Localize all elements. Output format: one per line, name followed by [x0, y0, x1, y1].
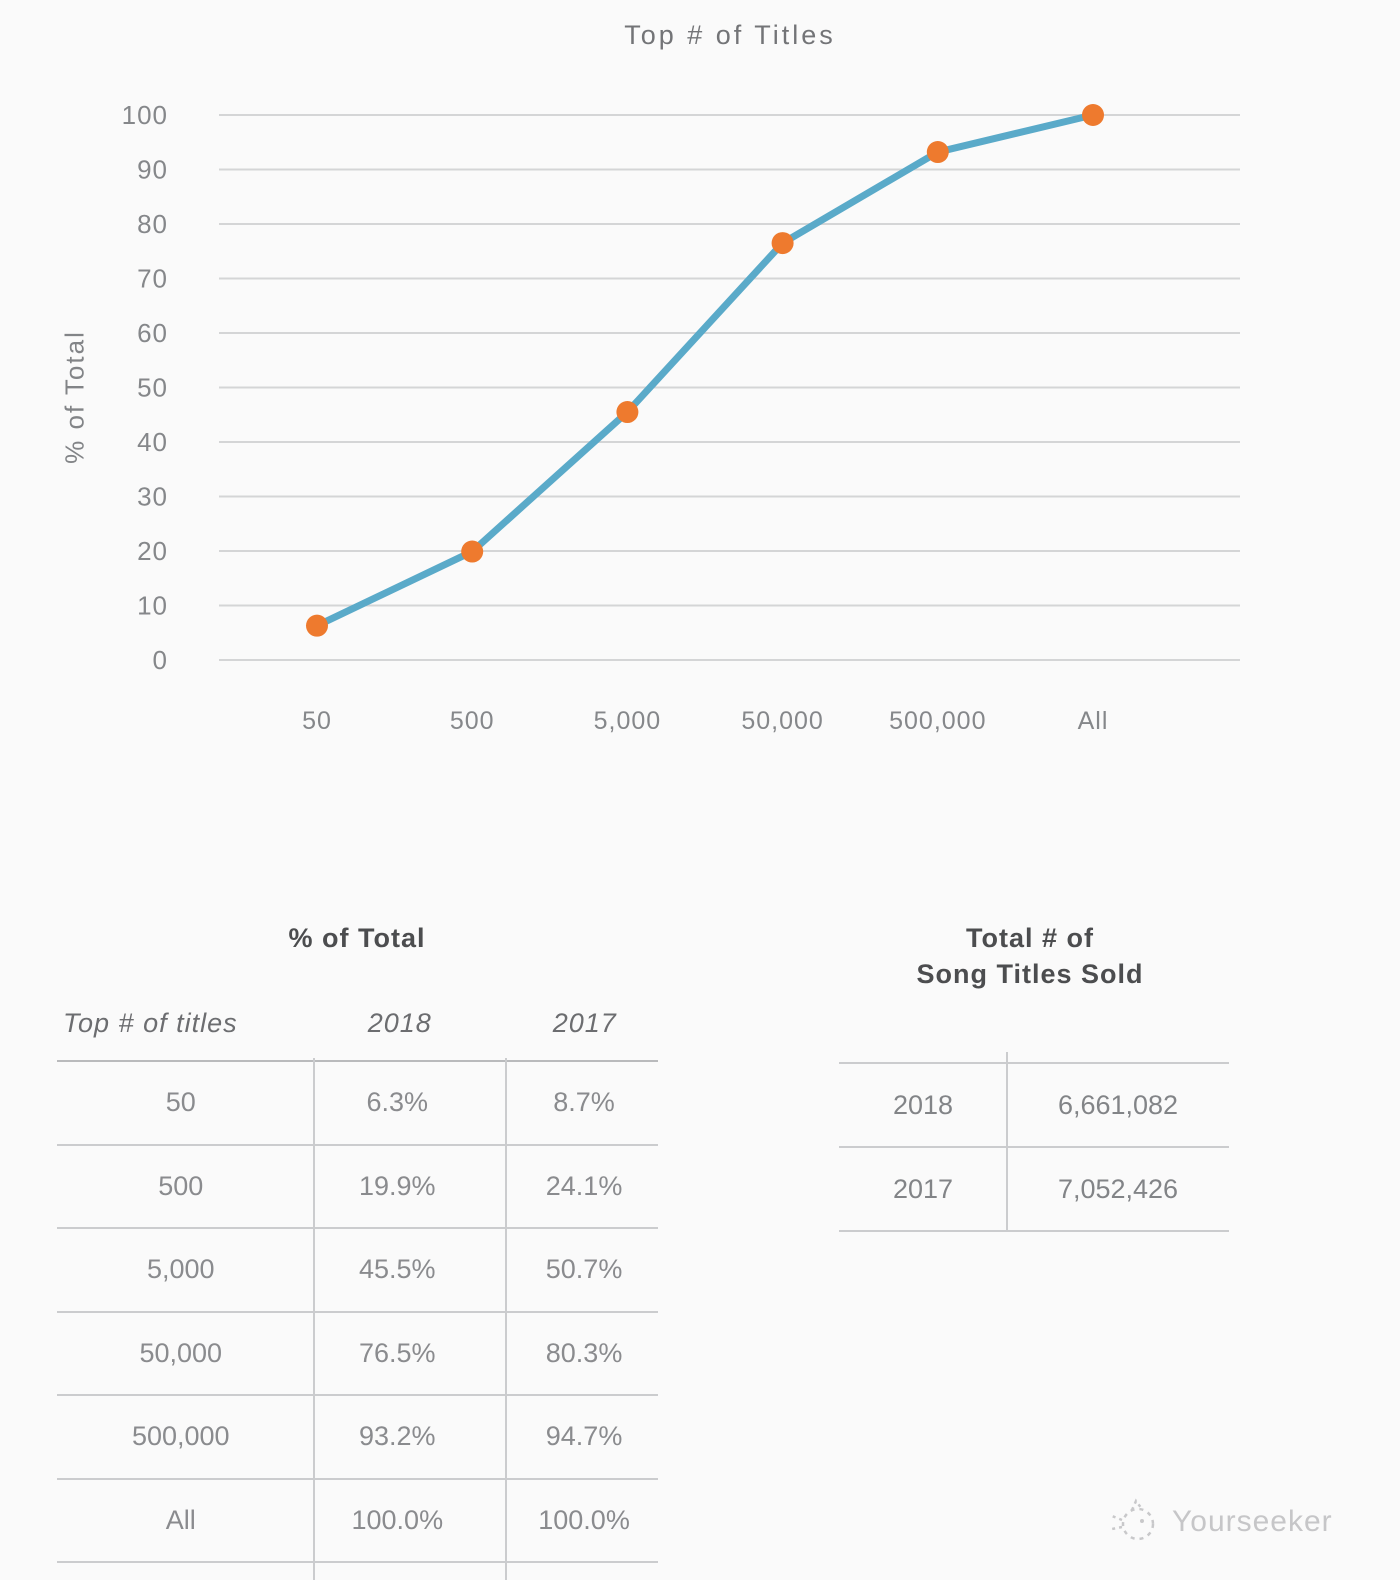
- data-point-marker: [771, 232, 794, 255]
- table-row: All 100.0% 100.0%: [57, 1480, 658, 1563]
- table-divider: [1006, 1052, 1008, 1232]
- y-tick-label: 40: [137, 427, 168, 457]
- y-tick-label: 20: [137, 536, 168, 566]
- table-row: 500,000 93.2% 94.7%: [57, 1396, 658, 1480]
- cell-2017: 50.7%: [545, 1254, 623, 1285]
- table-row: 50 6.3% 8.7%: [57, 1062, 658, 1146]
- cell-2018: 19.9%: [359, 1170, 436, 1201]
- watermark-label: Yourseeker: [1172, 1505, 1333, 1538]
- cell-titles: 5,000: [146, 1254, 215, 1285]
- x-tick-label: 50,000: [741, 707, 823, 735]
- percent-table-title: % of Total: [288, 923, 426, 953]
- cell-2018: 6.3%: [366, 1087, 429, 1118]
- cell-total-sold: 7,052,426: [1057, 1173, 1179, 1204]
- table-row: 2018 6,661,082: [839, 1064, 1229, 1148]
- cell-year: 2018: [892, 1089, 954, 1120]
- y-tick-label: 80: [137, 209, 168, 239]
- y-tick-label: 70: [137, 264, 168, 294]
- y-tick-label: 0: [153, 645, 168, 675]
- cell-2017: 24.1%: [545, 1170, 623, 1201]
- x-tick-label: 50: [302, 707, 332, 735]
- chart-title: Top # of Titles: [624, 20, 836, 50]
- cell-titles: 50: [165, 1087, 196, 1118]
- cell-2018: 93.2%: [359, 1421, 436, 1452]
- y-tick-label: 10: [137, 591, 168, 621]
- column-header-2018: 2018: [367, 1008, 432, 1038]
- data-point-marker: [616, 401, 639, 424]
- cell-2017: 80.3%: [545, 1337, 623, 1368]
- line-chart: 0 10 20 30 40 50 60 70 80 90 100 50 500 5,000 50,000 50…: [122, 100, 1240, 735]
- yourseeker-logo-icon: [1111, 1498, 1155, 1541]
- cell-2018: 45.5%: [359, 1254, 436, 1285]
- cell-2017: 100.0%: [538, 1504, 630, 1535]
- percent-table-header-row: Top # of titles 2018 2017: [57, 1008, 658, 1062]
- y-tick-label: 50: [137, 373, 168, 403]
- watermark: Yourseeker: [1108, 1496, 1333, 1548]
- table-divider: [505, 1058, 507, 1580]
- sold-table-title-line1: Total # of: [966, 923, 1094, 953]
- column-header-top-titles: Top # of titles: [63, 1008, 238, 1038]
- cell-2018: 76.5%: [359, 1337, 436, 1368]
- table-row: 500 19.9% 24.1%: [57, 1146, 658, 1229]
- table-row: 50,000 76.5% 80.3%: [57, 1313, 658, 1396]
- cell-2018: 100.0%: [351, 1504, 444, 1535]
- y-tick-label: 90: [137, 155, 168, 185]
- y-tick-label: 100: [122, 100, 168, 130]
- data-line-2018: [313, 111, 1097, 630]
- cell-2017: 8.7%: [553, 1087, 615, 1118]
- data-point-marker: [306, 614, 328, 637]
- sold-table-title: Total # of Song Titles Sold: [835, 920, 1225, 992]
- cell-total-sold: 6,661,082: [1057, 1089, 1179, 1120]
- y-tick-label: 60: [137, 318, 168, 348]
- y-tick-label: 30: [137, 482, 168, 512]
- cell-titles: All: [165, 1504, 196, 1535]
- data-point-marker: [926, 141, 949, 164]
- x-tick-label: All: [1078, 707, 1109, 735]
- sold-table: 2018 6,661,082 2017 7,052,426: [839, 1062, 1229, 1232]
- table-row: 2017 7,052,426: [839, 1148, 1229, 1232]
- cell-titles: 50,000: [139, 1337, 223, 1368]
- x-tick-label: 500,000: [889, 707, 986, 735]
- percent-table: 50 6.3% 8.7% 500 19.9% 24.1% 5,000 45.5%…: [57, 1062, 658, 1563]
- sold-table-title-line2: Song Titles Sold: [916, 959, 1144, 989]
- data-point-marker: [1082, 104, 1104, 126]
- x-tick-label: 500: [450, 707, 495, 735]
- cell-titles: 500: [158, 1170, 204, 1201]
- cell-titles: 500,000: [131, 1421, 230, 1452]
- table-divider: [313, 1058, 315, 1580]
- cell-2017: 94.7%: [545, 1421, 623, 1452]
- column-header-2017: 2017: [552, 1008, 617, 1038]
- x-tick-label: 5,000: [594, 707, 662, 735]
- data-point-marker: [461, 540, 484, 563]
- table-row: 5,000 45.5% 50.7%: [57, 1229, 658, 1313]
- cell-year: 2017: [892, 1173, 954, 1204]
